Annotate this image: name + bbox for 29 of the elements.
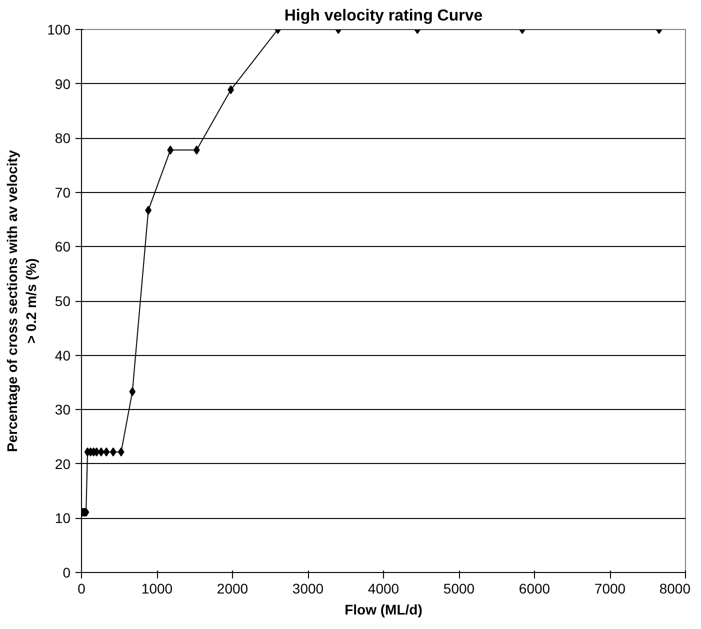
x-tick-label: 3000 xyxy=(292,580,324,596)
x-tick-label: 6000 xyxy=(518,580,550,596)
y-tick-label: 50 xyxy=(54,293,71,309)
y-tick-label: 60 xyxy=(54,238,71,255)
x-tick-label: 1000 xyxy=(141,580,173,596)
y-tick-label: 70 xyxy=(54,184,71,200)
y-tick-label: 40 xyxy=(54,347,71,364)
point xyxy=(118,447,124,456)
x-tick-label: 2000 xyxy=(216,580,248,596)
y-axis-title: Percentage of cross sections with av velocity > 0.2 m/s (%) xyxy=(4,150,40,452)
y-tick-label: 90 xyxy=(54,76,71,92)
point xyxy=(129,387,136,396)
x-tick-label: 5000 xyxy=(443,580,475,596)
x-tick-label: 0 xyxy=(78,580,86,596)
y-tick-label: 20 xyxy=(54,456,71,472)
y-tick-label: 100 xyxy=(47,22,71,38)
y-tick-label: 30 xyxy=(54,402,71,418)
point xyxy=(98,447,104,456)
chart-title: High velocity rating Curve xyxy=(284,8,483,24)
x-tick-label: 8000 xyxy=(659,580,691,596)
x-axis-title: Flow (ML/d) xyxy=(344,602,422,618)
y-tick-label: 80 xyxy=(54,130,71,146)
y-tick-label: 10 xyxy=(54,510,71,526)
point xyxy=(167,146,174,155)
x-tick-label: 7000 xyxy=(594,580,626,596)
point xyxy=(193,146,200,155)
point xyxy=(103,447,110,456)
x-tick-label: 4000 xyxy=(368,580,400,596)
y-tick-label: 0 xyxy=(62,564,71,580)
